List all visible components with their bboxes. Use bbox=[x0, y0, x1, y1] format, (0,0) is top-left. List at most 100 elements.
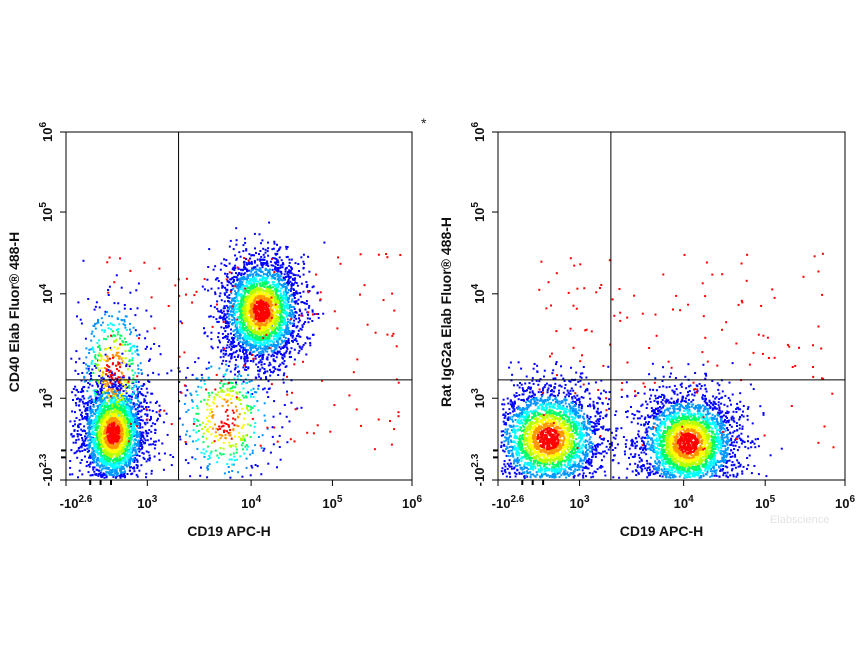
event-dot bbox=[136, 466, 139, 469]
event-dot bbox=[302, 253, 305, 256]
event-dot bbox=[80, 446, 83, 449]
event-dot bbox=[232, 310, 235, 313]
event-dot bbox=[266, 250, 269, 253]
event-dot bbox=[129, 349, 132, 352]
event-dot bbox=[113, 413, 116, 416]
event-dot bbox=[131, 357, 134, 360]
event-dot bbox=[141, 434, 144, 437]
event-dot bbox=[243, 266, 246, 269]
event-dot bbox=[296, 325, 299, 328]
event-dot bbox=[133, 427, 136, 430]
event-dot bbox=[257, 409, 260, 412]
event-dot bbox=[100, 435, 103, 438]
event-dot bbox=[129, 291, 132, 294]
event-dot bbox=[280, 315, 283, 317]
event-dot bbox=[267, 275, 269, 278]
event-dot bbox=[246, 268, 249, 271]
event-dot bbox=[172, 456, 175, 458]
event-dot bbox=[283, 346, 286, 348]
event-dot bbox=[120, 399, 123, 402]
event-dot bbox=[116, 465, 119, 468]
event-dot bbox=[104, 452, 107, 455]
event-dot bbox=[102, 440, 105, 443]
event-dot bbox=[235, 321, 237, 324]
event-dot bbox=[244, 333, 247, 336]
event-dot bbox=[136, 460, 139, 463]
event-dot bbox=[230, 282, 232, 285]
event-dot bbox=[91, 441, 94, 444]
event-dot bbox=[87, 432, 90, 435]
event-dot bbox=[216, 346, 219, 349]
event-dot bbox=[288, 356, 291, 359]
event-dot bbox=[81, 388, 83, 391]
event-dot bbox=[136, 307, 139, 310]
event-dot bbox=[226, 389, 229, 392]
event-dot bbox=[291, 311, 294, 314]
event-dot bbox=[273, 338, 276, 341]
event-dot bbox=[302, 343, 305, 346]
event-dot bbox=[286, 255, 289, 258]
event-dot bbox=[223, 472, 226, 475]
event-dot bbox=[277, 273, 280, 276]
event-dot bbox=[231, 284, 234, 287]
event-dot bbox=[256, 335, 259, 338]
event-dot bbox=[285, 245, 288, 248]
event-dot bbox=[234, 351, 237, 354]
event-dot bbox=[94, 357, 97, 360]
event-dot bbox=[250, 270, 253, 273]
event-dot bbox=[266, 347, 269, 350]
event-dot bbox=[138, 450, 141, 453]
event-dot bbox=[122, 475, 124, 478]
event-dot bbox=[259, 347, 262, 350]
event-dot bbox=[98, 352, 101, 355]
event-dot bbox=[227, 333, 230, 336]
event-dot bbox=[110, 472, 113, 475]
event-dot bbox=[128, 444, 131, 447]
event-dot bbox=[101, 395, 103, 397]
event-dot bbox=[268, 337, 271, 340]
event-dot bbox=[91, 410, 94, 413]
event-dot bbox=[277, 302, 280, 305]
event-dot bbox=[242, 298, 245, 301]
event-dot bbox=[216, 307, 219, 310]
event-dot bbox=[110, 386, 112, 389]
event-dot bbox=[81, 450, 84, 452]
event-dot bbox=[196, 405, 199, 407]
event-dot bbox=[136, 393, 139, 396]
event-dot bbox=[86, 447, 89, 450]
event-dot bbox=[269, 273, 272, 276]
event-dot bbox=[242, 316, 245, 319]
event-dot bbox=[70, 449, 73, 452]
event-dot bbox=[148, 358, 151, 361]
event-dot bbox=[226, 335, 229, 338]
event-dot bbox=[265, 377, 268, 380]
event-dot bbox=[274, 328, 277, 330]
event-dot bbox=[90, 414, 93, 417]
event-dot bbox=[179, 435, 181, 438]
event-dot bbox=[229, 239, 232, 242]
event-dot bbox=[106, 404, 109, 407]
event-dot bbox=[97, 359, 100, 362]
event-dot bbox=[136, 388, 139, 391]
event-dot bbox=[244, 268, 247, 271]
event-dot bbox=[101, 393, 104, 396]
event-dot bbox=[121, 384, 124, 387]
event-dot bbox=[114, 413, 117, 416]
event-dot bbox=[284, 270, 287, 273]
event-dot bbox=[289, 289, 292, 292]
event-dot bbox=[251, 331, 254, 334]
event-dot bbox=[77, 424, 79, 427]
event-dot bbox=[259, 338, 262, 341]
event-dot bbox=[129, 409, 132, 411]
event-dot bbox=[265, 281, 268, 284]
event-dot bbox=[224, 330, 227, 333]
event-dot bbox=[285, 287, 288, 290]
event-dot bbox=[261, 264, 263, 267]
event-dot bbox=[244, 284, 247, 287]
event-dot bbox=[135, 421, 138, 424]
event-dot bbox=[125, 430, 128, 433]
event-dot bbox=[214, 278, 217, 281]
event-dot bbox=[240, 276, 243, 279]
event-dot bbox=[245, 434, 248, 437]
event-dot bbox=[247, 349, 250, 352]
